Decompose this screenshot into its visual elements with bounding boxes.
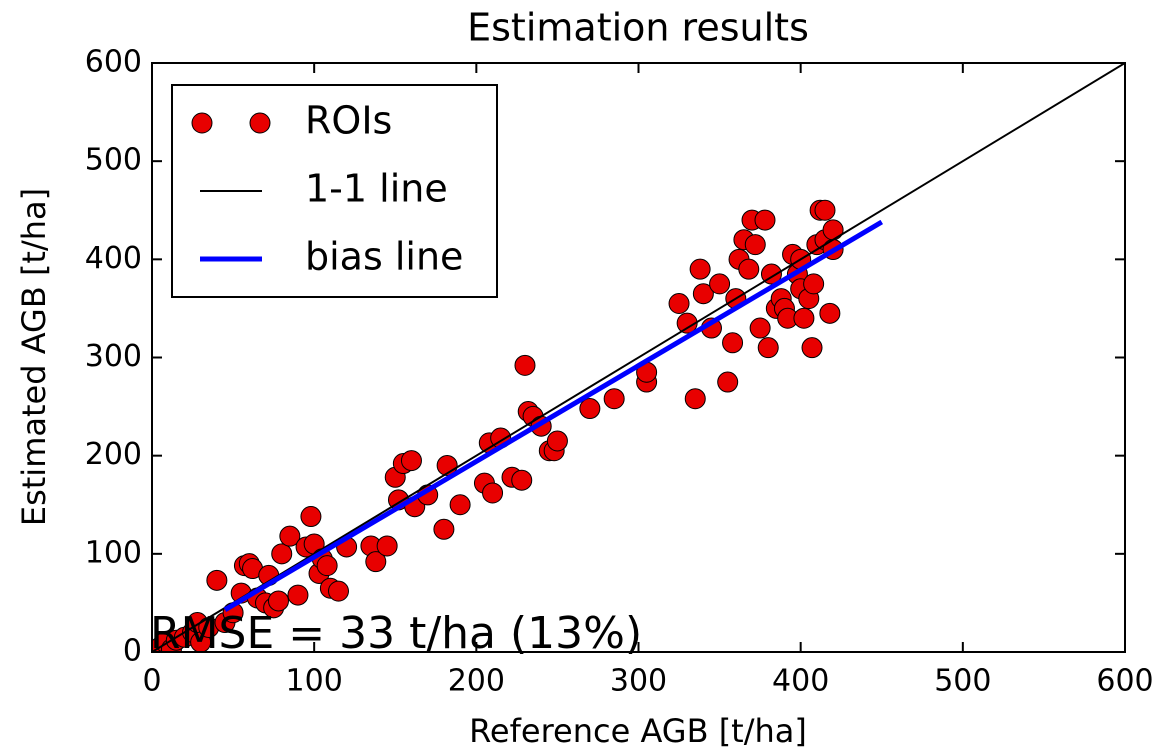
line: [223, 219, 884, 612]
data-point: [271, 543, 293, 565]
data-point: [754, 209, 776, 231]
y-tick-label: 400: [85, 241, 142, 276]
axes: 0 100 200 300 400 500 600 0 100 200 300 400 500 600: [85, 45, 1154, 699]
data-point: [793, 307, 815, 329]
data-point: [365, 551, 387, 573]
x-tick-label: 400: [772, 664, 829, 699]
legend-label: ROIs: [305, 99, 392, 143]
data-point: [668, 293, 690, 315]
data-point: [603, 388, 625, 410]
legend-label: 1-1 line: [305, 167, 448, 211]
y-tick-label: 300: [85, 339, 142, 374]
data-point: [819, 302, 841, 324]
data-point: [267, 590, 289, 612]
data-point: [206, 569, 228, 591]
data-point: [400, 450, 422, 472]
y-tick-label: 0: [123, 634, 142, 669]
data-point: [511, 469, 533, 491]
annotation: RMSE = 33 t/ha (13%): [150, 608, 642, 659]
data-point: [376, 535, 398, 557]
data-point: [287, 584, 309, 606]
plot-area: [152, 63, 1125, 652]
legend-label: bias line: [305, 235, 463, 279]
legend-marker: [249, 112, 271, 134]
x-tick-label: 500: [934, 664, 991, 699]
data-point: [684, 388, 706, 410]
x-tick-label: 100: [286, 664, 343, 699]
x-tick-label: 300: [610, 664, 667, 699]
data-point: [316, 555, 338, 577]
data-point: [546, 430, 568, 452]
data-point: [514, 354, 536, 376]
y-axis-label: Estimated AGB [t/ha]: [15, 188, 53, 526]
data-point: [327, 580, 349, 602]
x-tick-label: 200: [448, 664, 505, 699]
x-tick-label: 0: [142, 664, 161, 699]
data-point: [717, 371, 739, 393]
data-point: [689, 258, 711, 280]
data-point: [449, 494, 471, 516]
data-point: [744, 234, 766, 256]
y-tick-label: 500: [85, 143, 142, 178]
data-point: [300, 506, 322, 528]
data-point: [814, 199, 836, 221]
y-tick-label: 600: [85, 45, 142, 80]
legend: ROIs 1-1 line bias line: [171, 84, 498, 298]
data-point: [757, 337, 779, 359]
data-point: [579, 398, 601, 420]
data-point: [822, 219, 844, 241]
chart-title: Estimation results: [467, 6, 809, 50]
line: [152, 63, 1125, 652]
data-point: [279, 525, 301, 547]
data-point: [692, 283, 714, 305]
data-point: [749, 317, 771, 339]
y-tick-label: 200: [85, 437, 142, 472]
data-point: [433, 518, 455, 540]
legend-marker: [191, 112, 213, 134]
x-tick-label: 600: [1096, 664, 1153, 699]
data-point: [482, 482, 504, 504]
data-point: [709, 273, 731, 295]
data-point: [738, 258, 760, 280]
data-point: [722, 332, 744, 354]
y-tick-label: 100: [85, 535, 142, 570]
data-point: [803, 273, 825, 295]
data-point: [801, 337, 823, 359]
x-axis-label: Reference AGB [t/ha]: [469, 712, 807, 750]
